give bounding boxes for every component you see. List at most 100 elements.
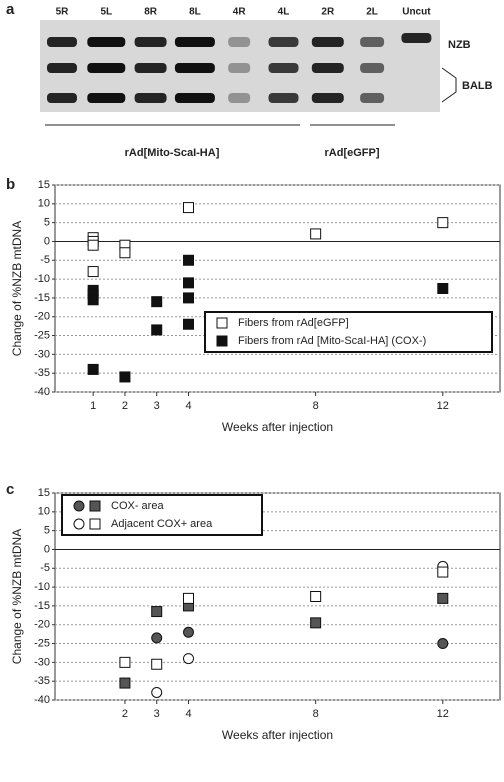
y-tick-label: -40 (34, 386, 50, 398)
group-label: rAd[Mito-ScaI-HA] (125, 147, 220, 159)
band (175, 63, 215, 73)
x-tick-label: 2 (122, 708, 128, 720)
marker (184, 293, 194, 303)
figure: a b c rAd[Mito-ScaI-HA] rAd[eGFP] NZB BA… (0, 0, 504, 777)
y-tick-label: -10 (34, 581, 50, 593)
y-tick-label: -5 (40, 254, 50, 266)
marker (152, 297, 162, 307)
band (87, 93, 125, 103)
band (360, 93, 384, 103)
lane-label: 5L (100, 7, 112, 18)
band (269, 63, 299, 73)
lane-label: 4L (278, 7, 290, 18)
y-tick-label: -10 (34, 273, 50, 285)
legend-label: Fibers from rAd[eGFP] (238, 317, 349, 329)
marker (217, 336, 227, 346)
marker (438, 218, 448, 228)
marker (438, 639, 448, 649)
group-label: rAd[eGFP] (325, 147, 380, 159)
marker (152, 607, 162, 617)
x-tick-label: 3 (154, 708, 160, 720)
panel-label: b (6, 176, 15, 193)
marker (184, 255, 194, 265)
y-tick-label: 0 (44, 235, 50, 247)
band (47, 93, 77, 103)
marker (88, 364, 98, 374)
marker (90, 501, 100, 511)
marker (311, 618, 321, 628)
y-tick-label: 5 (44, 525, 50, 537)
y-tick-label: -40 (34, 694, 50, 706)
plot-area (55, 185, 500, 392)
band (269, 37, 299, 47)
marker (184, 319, 194, 329)
marker (90, 519, 100, 529)
band (135, 63, 167, 73)
x-tick-label: 8 (313, 708, 319, 720)
band (312, 63, 344, 73)
band-label: BALB (462, 80, 493, 92)
marker (120, 657, 130, 667)
band (87, 63, 125, 73)
lane-label: 5R (56, 7, 70, 18)
x-tick-label: 4 (185, 400, 191, 412)
marker (120, 372, 130, 382)
band (269, 93, 299, 103)
marker (88, 295, 98, 305)
band (228, 37, 250, 47)
brace (442, 68, 456, 102)
band (135, 93, 167, 103)
marker (74, 519, 84, 529)
marker (152, 633, 162, 643)
marker (311, 592, 321, 602)
band (135, 37, 167, 47)
band (87, 37, 125, 47)
y-tick-label: -20 (34, 619, 50, 631)
y-tick-label: -35 (34, 675, 50, 687)
marker (152, 687, 162, 697)
band (175, 93, 215, 103)
y-tick-label: 5 (44, 217, 50, 229)
band (360, 37, 384, 47)
panel-label: c (6, 481, 14, 498)
lane-label: 4R (233, 7, 247, 18)
lane-label: 8L (189, 7, 201, 18)
panel-label: a (6, 1, 15, 18)
x-tick-label: 8 (313, 400, 319, 412)
y-tick-label: -30 (34, 656, 50, 668)
band (401, 33, 431, 43)
y-tick-label: -5 (40, 562, 50, 574)
marker (438, 567, 448, 577)
lane-label: Uncut (402, 7, 431, 18)
marker (184, 627, 194, 637)
legend-label: COX- area (111, 500, 164, 512)
y-tick-label: 15 (38, 487, 50, 499)
marker (184, 654, 194, 664)
band (312, 93, 344, 103)
marker (120, 678, 130, 688)
x-tick-label: 2 (122, 400, 128, 412)
y-tick-label: -25 (34, 329, 50, 341)
x-axis-label: Weeks after injection (222, 420, 333, 434)
marker (120, 248, 130, 258)
y-tick-label: -15 (34, 292, 50, 304)
y-tick-label: -35 (34, 367, 50, 379)
x-tick-label: 12 (437, 400, 449, 412)
y-tick-label: -20 (34, 311, 50, 323)
x-tick-label: 1 (90, 400, 96, 412)
x-axis-label: Weeks after injection (222, 728, 333, 742)
y-tick-label: 10 (38, 506, 50, 518)
marker (184, 203, 194, 213)
marker (438, 284, 448, 294)
marker (184, 593, 194, 603)
y-tick-label: 10 (38, 198, 50, 210)
marker (88, 267, 98, 277)
y-tick-label: -30 (34, 348, 50, 360)
x-tick-label: 12 (437, 708, 449, 720)
x-tick-label: 4 (185, 708, 191, 720)
y-axis-label: Change of %NZB mtDNA (10, 221, 24, 356)
y-tick-label: 15 (38, 179, 50, 191)
marker (152, 325, 162, 335)
y-tick-label: -25 (34, 637, 50, 649)
marker (152, 659, 162, 669)
